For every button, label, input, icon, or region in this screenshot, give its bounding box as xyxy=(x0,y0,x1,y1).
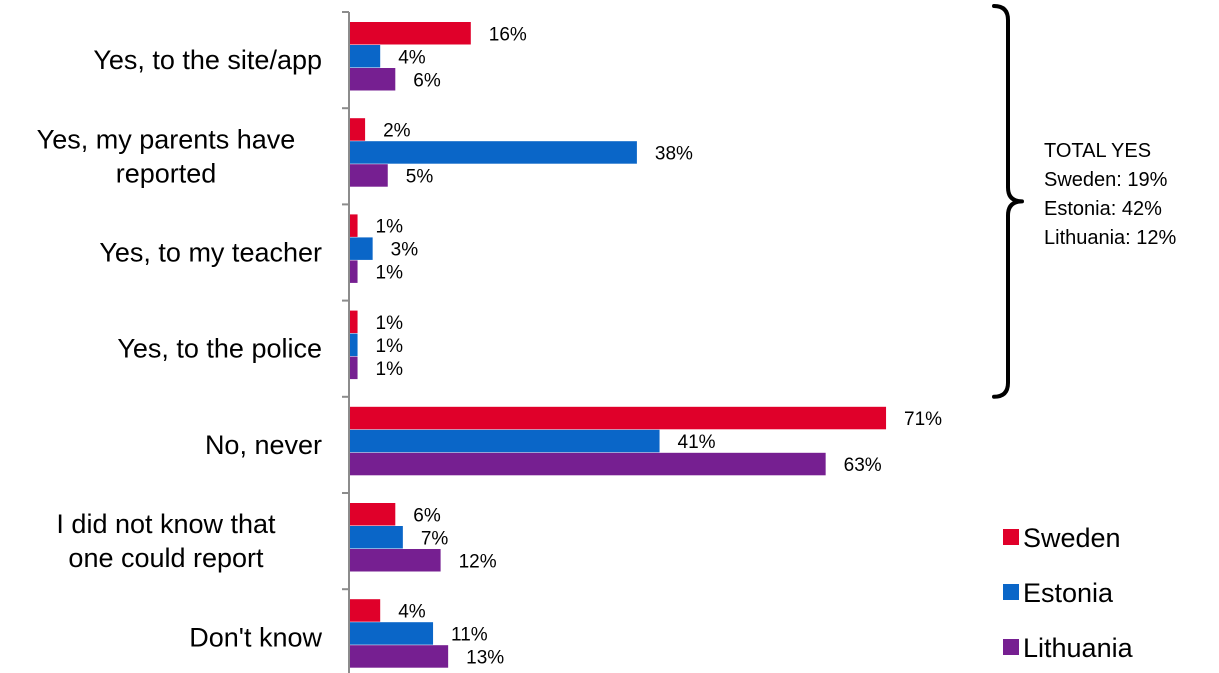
data-label-lithuania-i-did-not-know-that-one-could-report: 12% xyxy=(459,551,497,572)
axis-ticks xyxy=(342,11,349,591)
data-label-estonia-no-never: 41% xyxy=(678,432,716,453)
bar-lithuania-no-never xyxy=(350,452,826,476)
bar-sweden-don-t-know xyxy=(350,599,381,622)
legend-swatch-lithuania xyxy=(1003,639,1019,655)
total-yes-annotation: TOTAL YES Sweden: 19% Estonia: 42% Lithuani… xyxy=(1044,140,1177,249)
data-label-sweden-don-t-know: 4% xyxy=(398,601,426,622)
bar-estonia-no-never xyxy=(350,429,660,453)
bar-sweden-no-never xyxy=(350,406,887,430)
category-label-no-never: No, never xyxy=(205,430,322,460)
data-label-sweden-yes-my-parents-have-reported: 2% xyxy=(383,120,411,141)
data-label-estonia-yes-my-parents-have-reported: 38% xyxy=(655,143,693,164)
annotation-line-0: TOTAL YES xyxy=(1044,140,1151,162)
bar-lithuania-yes-to-the-site-app xyxy=(350,68,396,91)
category-labels-group: Yes, to the site/app Yes, my parents have… xyxy=(37,45,323,652)
total-yes-brace xyxy=(992,4,1024,399)
data-label-lithuania-yes-to-my-teacher: 1% xyxy=(376,263,404,284)
legend-label-sweden: Sweden xyxy=(1023,523,1121,553)
data-label-estonia-yes-to-the-police: 1% xyxy=(376,336,404,357)
annotation-line-1: Sweden: 19% xyxy=(1044,169,1168,191)
category-label-yes-to-my-teacher: Yes, to my teacher xyxy=(99,238,322,268)
category-label-yes-my-parents-have-reported: reported xyxy=(116,158,217,188)
bar-estonia-don-t-know xyxy=(350,622,434,645)
legend-swatch-estonia xyxy=(1003,584,1019,600)
bar-estonia-i-did-not-know-that-one-could-report xyxy=(350,526,403,549)
bar-lithuania-yes-to-my-teacher xyxy=(350,260,358,283)
bar-estonia-yes-to-the-site-app xyxy=(350,45,381,68)
bar-lithuania-yes-my-parents-have-reported xyxy=(350,164,388,187)
bar-lithuania-don-t-know xyxy=(350,645,449,668)
data-label-estonia-i-did-not-know-that-one-could-report: 7% xyxy=(421,528,449,549)
data-label-lithuania-don-t-know: 13% xyxy=(466,647,504,668)
data-label-estonia-yes-to-my-teacher: 3% xyxy=(391,240,419,261)
data-label-estonia-yes-to-the-site-app: 4% xyxy=(398,47,426,68)
bar-lithuania-i-did-not-know-that-one-could-report xyxy=(350,549,441,572)
bar-sweden-yes-to-the-police xyxy=(350,310,358,334)
legend-label-lithuania: Lithuania xyxy=(1023,633,1134,663)
data-label-lithuania-yes-my-parents-have-reported: 5% xyxy=(406,166,434,187)
data-labels-group: 16%4%6%2%38%5%1%3%1%1%1%1%71%41%63%6%7%1… xyxy=(376,24,943,668)
annotation-line-2: Estonia: 42% xyxy=(1044,198,1162,220)
data-label-lithuania-yes-to-the-site-app: 6% xyxy=(413,70,441,91)
bars-group xyxy=(350,22,887,668)
legend-swatch-sweden xyxy=(1003,529,1019,545)
bar-sweden-yes-my-parents-have-reported xyxy=(350,118,366,141)
data-label-sweden-yes-to-the-police: 1% xyxy=(376,313,404,334)
legend: Sweden Estonia Lithuania xyxy=(1003,523,1134,663)
bar-sweden-i-did-not-know-that-one-could-report xyxy=(350,503,396,526)
bar-sweden-yes-to-my-teacher xyxy=(350,214,358,237)
bar-lithuania-yes-to-the-police xyxy=(350,356,358,380)
data-label-estonia-don-t-know: 11% xyxy=(451,624,488,645)
data-label-lithuania-no-never: 63% xyxy=(844,455,882,476)
annotation-line-3: Lithuania: 12% xyxy=(1044,227,1177,249)
bar-estonia-yes-to-the-police xyxy=(350,333,358,357)
data-label-sweden-no-never: 71% xyxy=(904,409,942,430)
category-label-yes-to-the-police: Yes, to the police xyxy=(117,334,322,364)
category-label-i-did-not-know-that-one-could-report: I did not know that xyxy=(56,509,276,539)
bar-sweden-yes-to-the-site-app xyxy=(350,22,471,45)
data-label-lithuania-yes-to-the-police: 1% xyxy=(376,359,404,380)
category-label-don-t-know: Don't know xyxy=(189,622,322,652)
category-label-yes-my-parents-have-reported: Yes, my parents have xyxy=(37,124,296,154)
data-label-sweden-yes-to-my-teacher: 1% xyxy=(376,217,404,238)
data-label-sweden-i-did-not-know-that-one-could-report: 6% xyxy=(413,505,441,526)
data-label-sweden-yes-to-the-site-app: 16% xyxy=(489,24,527,45)
category-label-yes-to-the-site-app: Yes, to the site/app xyxy=(93,45,322,75)
category-label-i-did-not-know-that-one-could-report: one could report xyxy=(68,543,264,573)
bar-estonia-yes-to-my-teacher xyxy=(350,237,373,260)
bar-estonia-yes-my-parents-have-reported xyxy=(350,141,637,164)
legend-label-estonia: Estonia xyxy=(1023,578,1114,608)
